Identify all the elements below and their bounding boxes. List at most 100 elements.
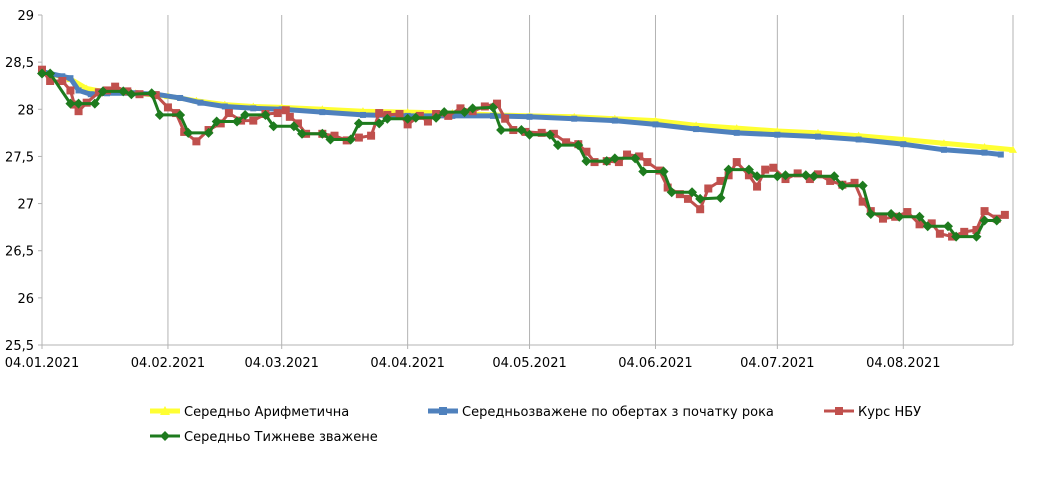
series-group <box>37 65 1017 242</box>
legend-item: Середньозважене по обертах з початку рок… <box>428 405 774 420</box>
data-point-diamond <box>687 187 698 198</box>
data-point-square <box>571 115 578 122</box>
data-point-square <box>74 107 83 116</box>
data-point-diamond <box>118 86 129 97</box>
data-point-square <box>652 121 659 128</box>
data-point-square <box>415 111 424 120</box>
legend-item: Середньо Тижневе зважене <box>150 430 378 445</box>
data-point-diamond <box>638 166 649 177</box>
series-3 <box>38 65 1009 241</box>
data-point-square <box>643 158 652 167</box>
data-point-square <box>915 220 924 229</box>
y-tick-label: 25,5 <box>5 339 34 354</box>
data-point-diamond <box>65 98 76 109</box>
data-point-square <box>813 170 822 179</box>
data-point-square <box>67 75 74 82</box>
data-point-diamond <box>317 128 328 139</box>
data-point-diamond <box>829 171 840 182</box>
series-4 <box>37 68 1002 242</box>
data-point-square <box>449 112 456 119</box>
data-point-square <box>526 113 533 120</box>
data-point-diamond <box>780 170 791 181</box>
data-point-diamond <box>951 231 962 242</box>
data-point-square <box>177 94 184 101</box>
x-tick-labels: 04.01.2021 04.02.2021 04.03.2021 04.04.2021… <box>5 356 941 371</box>
y-tick-label: 29 <box>17 9 34 24</box>
data-point-diamond <box>89 98 100 109</box>
data-point-square <box>216 119 225 128</box>
data-point-diamond <box>894 211 905 222</box>
data-point-diamond <box>695 193 706 204</box>
data-point-square <box>903 208 912 217</box>
data-point-diamond <box>345 134 356 145</box>
data-point-square <box>66 86 75 95</box>
x-tick-label: 04.07.2021 <box>740 356 814 371</box>
data-point-diamond <box>544 129 555 140</box>
data-point-diamond <box>160 431 170 441</box>
data-point-diamond <box>752 171 763 182</box>
data-point-triangle <box>939 139 948 147</box>
data-point-square <box>744 171 753 180</box>
data-point-diamond <box>240 109 251 120</box>
data-point-diamond <box>573 140 584 151</box>
data-point-square <box>423 117 432 126</box>
data-point-triangle <box>160 406 170 415</box>
data-point-square <box>935 229 944 238</box>
vertical-gridlines <box>41 15 1014 349</box>
data-point-square <box>224 109 233 118</box>
data-point-diamond <box>865 208 876 219</box>
data-point-square <box>111 82 120 91</box>
data-point-square <box>835 407 843 415</box>
plot-axes <box>41 15 1013 346</box>
data-point-square <box>972 225 981 234</box>
data-point-diamond <box>325 134 336 145</box>
data-point-square <box>733 129 740 136</box>
data-point-square <box>611 117 618 124</box>
data-point-square <box>354 133 363 142</box>
data-point-diamond <box>772 171 783 182</box>
data-point-diamond <box>146 88 157 99</box>
data-point-square <box>58 77 67 85</box>
data-point-square <box>249 116 258 125</box>
data-point-square <box>330 131 339 140</box>
data-point-square <box>375 109 384 118</box>
data-point-square <box>281 106 290 115</box>
data-point-square <box>855 136 862 143</box>
data-point-square <box>635 152 644 161</box>
data-point-diamond <box>922 221 933 232</box>
data-point-square <box>724 171 733 180</box>
data-point-diamond <box>971 231 982 242</box>
data-point-square <box>151 91 160 100</box>
data-point-square <box>87 91 94 98</box>
y-tick-label: 28 <box>17 103 34 118</box>
data-point-square <box>814 133 821 140</box>
data-point-diamond <box>837 180 848 191</box>
data-point-diamond <box>45 68 56 79</box>
y-tick-labels: 29 28,5 28 27,5 27 26,5 26 25,5 <box>5 9 42 354</box>
data-point-square <box>180 127 189 136</box>
data-point-square <box>623 150 632 159</box>
data-point-square <box>981 149 988 156</box>
data-point-diamond <box>609 153 620 164</box>
data-point-square <box>761 165 770 174</box>
legend-label: Середньозважене по обертах з початку рок… <box>462 405 774 420</box>
x-tick-label: 04.03.2021 <box>244 356 318 371</box>
data-point-diamond <box>183 127 194 138</box>
data-point-diamond <box>723 164 734 175</box>
data-point-diamond <box>126 89 137 100</box>
data-point-diamond <box>37 68 47 79</box>
data-point-square <box>549 129 558 138</box>
data-point-square <box>826 176 835 185</box>
data-point-square <box>75 87 82 94</box>
data-point-triangle <box>732 124 741 132</box>
legend-item: Середньо Арифметична <box>150 405 349 420</box>
data-point-diamond <box>601 156 612 167</box>
data-point-square <box>163 103 172 112</box>
data-point-square <box>980 207 989 216</box>
data-point-diamond <box>886 208 897 219</box>
data-point-diamond <box>288 121 299 132</box>
x-tick-label: 04.01.2021 <box>5 356 79 371</box>
data-point-square <box>997 151 1004 158</box>
data-point-diamond <box>630 153 641 164</box>
